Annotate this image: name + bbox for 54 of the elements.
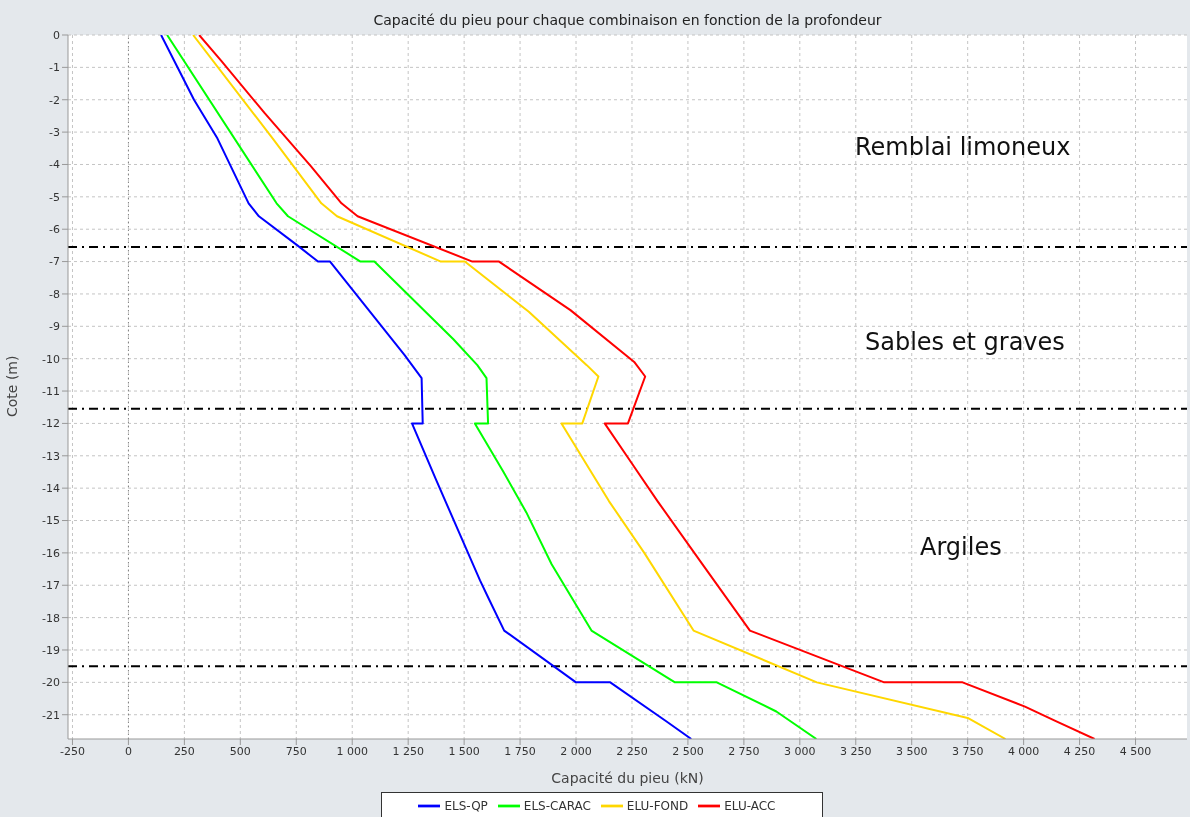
legend-label: ELU-FOND (626, 798, 689, 813)
annotation: Argiles (920, 533, 1002, 561)
y-tick-label: -17 (42, 579, 60, 593)
x-tick-label: 3 000 (784, 744, 816, 758)
line-series (166, 35, 818, 739)
x-tick-label: 0 (124, 744, 132, 758)
x-tick-label: 2 000 (560, 744, 592, 758)
y-tick-label: -7 (49, 255, 60, 269)
y-tick-label: -21 (42, 708, 60, 722)
y-tick-label: -14 (42, 482, 60, 496)
annotation: Sables et graves (865, 328, 1065, 356)
x-tick-label: 2 500 (672, 744, 704, 758)
chart-title: Capacité du pieu pour chaque combinaison en fonction de la profondeur (372, 12, 883, 28)
y-tick-label: -12 (42, 417, 60, 431)
y-tick-label: -4 (49, 158, 60, 172)
x-tick-label: 2 750 (728, 744, 760, 758)
x-tick-label: 500 (229, 744, 251, 758)
x-tick-label: 3 250 (840, 744, 872, 758)
legend-label: ELS-QP (444, 798, 488, 813)
y-tick-label: -2 (49, 93, 60, 107)
x-tick-label: 250 (173, 744, 195, 758)
x-tick-label: 4 000 (1007, 744, 1040, 758)
y-axis-title: Cote (m) (3, 355, 20, 417)
y-tick-label: 0 (53, 28, 60, 42)
y-tick-label: -9 (49, 320, 60, 334)
annotation: Remblai limoneux (855, 133, 1071, 161)
x-tick-label: 1 000 (336, 744, 368, 758)
y-tick-label: -13 (42, 449, 60, 463)
x-tick-label: 4 250 (1063, 744, 1096, 758)
y-tick-label: -16 (42, 546, 60, 560)
x-tick-label: 1 750 (504, 744, 536, 758)
x-tick-label: 4 500 (1119, 744, 1152, 758)
y-tick-label: -10 (42, 352, 60, 366)
x-tick-label: 2 250 (616, 744, 648, 758)
y-tick-label: -1 (49, 61, 60, 75)
y-tick-label: -6 (49, 223, 60, 237)
y-tick-label: -18 (42, 611, 60, 625)
x-tick-label: 750 (285, 744, 307, 758)
x-tick-label: 1 500 (448, 744, 480, 758)
y-tick-label: -8 (49, 287, 60, 301)
y-tick-label: -5 (49, 190, 60, 204)
y-tick-label: -19 (42, 643, 60, 657)
x-tick-label: -250 (59, 744, 85, 758)
y-tick-label: -20 (42, 676, 60, 690)
y-tick-label: -15 (42, 514, 60, 528)
x-tick-label: 3 750 (951, 744, 984, 758)
y-tick-label: -11 (42, 384, 60, 398)
line-series (160, 35, 693, 739)
legend-label: ELS-CARAC (523, 798, 591, 813)
legend-label: ELU-ACC (724, 798, 776, 813)
x-tick-label: 3 500 (895, 744, 928, 758)
y-tick-label: -3 (49, 126, 60, 140)
x-tick-label: 1 250 (392, 744, 424, 758)
x-axis-title: Capacité du pieu (kN) (551, 770, 704, 786)
